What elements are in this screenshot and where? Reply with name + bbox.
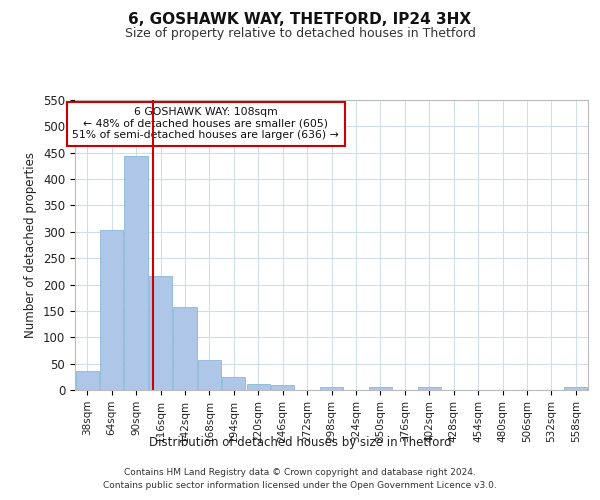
Y-axis label: Number of detached properties: Number of detached properties: [25, 152, 37, 338]
Text: Size of property relative to detached houses in Thetford: Size of property relative to detached ho…: [125, 28, 475, 40]
Bar: [222, 377, 245, 390]
Text: Contains public sector information licensed under the Open Government Licence v3: Contains public sector information licen…: [103, 480, 497, 490]
Text: Contains HM Land Registry data © Crown copyright and database right 2024.: Contains HM Land Registry data © Crown c…: [124, 468, 476, 477]
Bar: [320, 388, 343, 390]
Bar: [418, 388, 441, 390]
Bar: [173, 306, 197, 390]
Bar: [271, 386, 294, 390]
Text: 6 GOSHAWK WAY: 108sqm
← 48% of detached houses are smaller (605)
51% of semi-det: 6 GOSHAWK WAY: 108sqm ← 48% of detached …: [73, 108, 339, 140]
Bar: [564, 388, 587, 390]
Bar: [76, 371, 99, 390]
Bar: [369, 388, 392, 390]
Text: Distribution of detached houses by size in Thetford: Distribution of detached houses by size …: [149, 436, 451, 449]
Bar: [247, 384, 270, 390]
Bar: [124, 156, 148, 390]
Bar: [198, 360, 221, 390]
Text: 6, GOSHAWK WAY, THETFORD, IP24 3HX: 6, GOSHAWK WAY, THETFORD, IP24 3HX: [128, 12, 472, 28]
Bar: [100, 230, 123, 390]
Bar: [149, 276, 172, 390]
